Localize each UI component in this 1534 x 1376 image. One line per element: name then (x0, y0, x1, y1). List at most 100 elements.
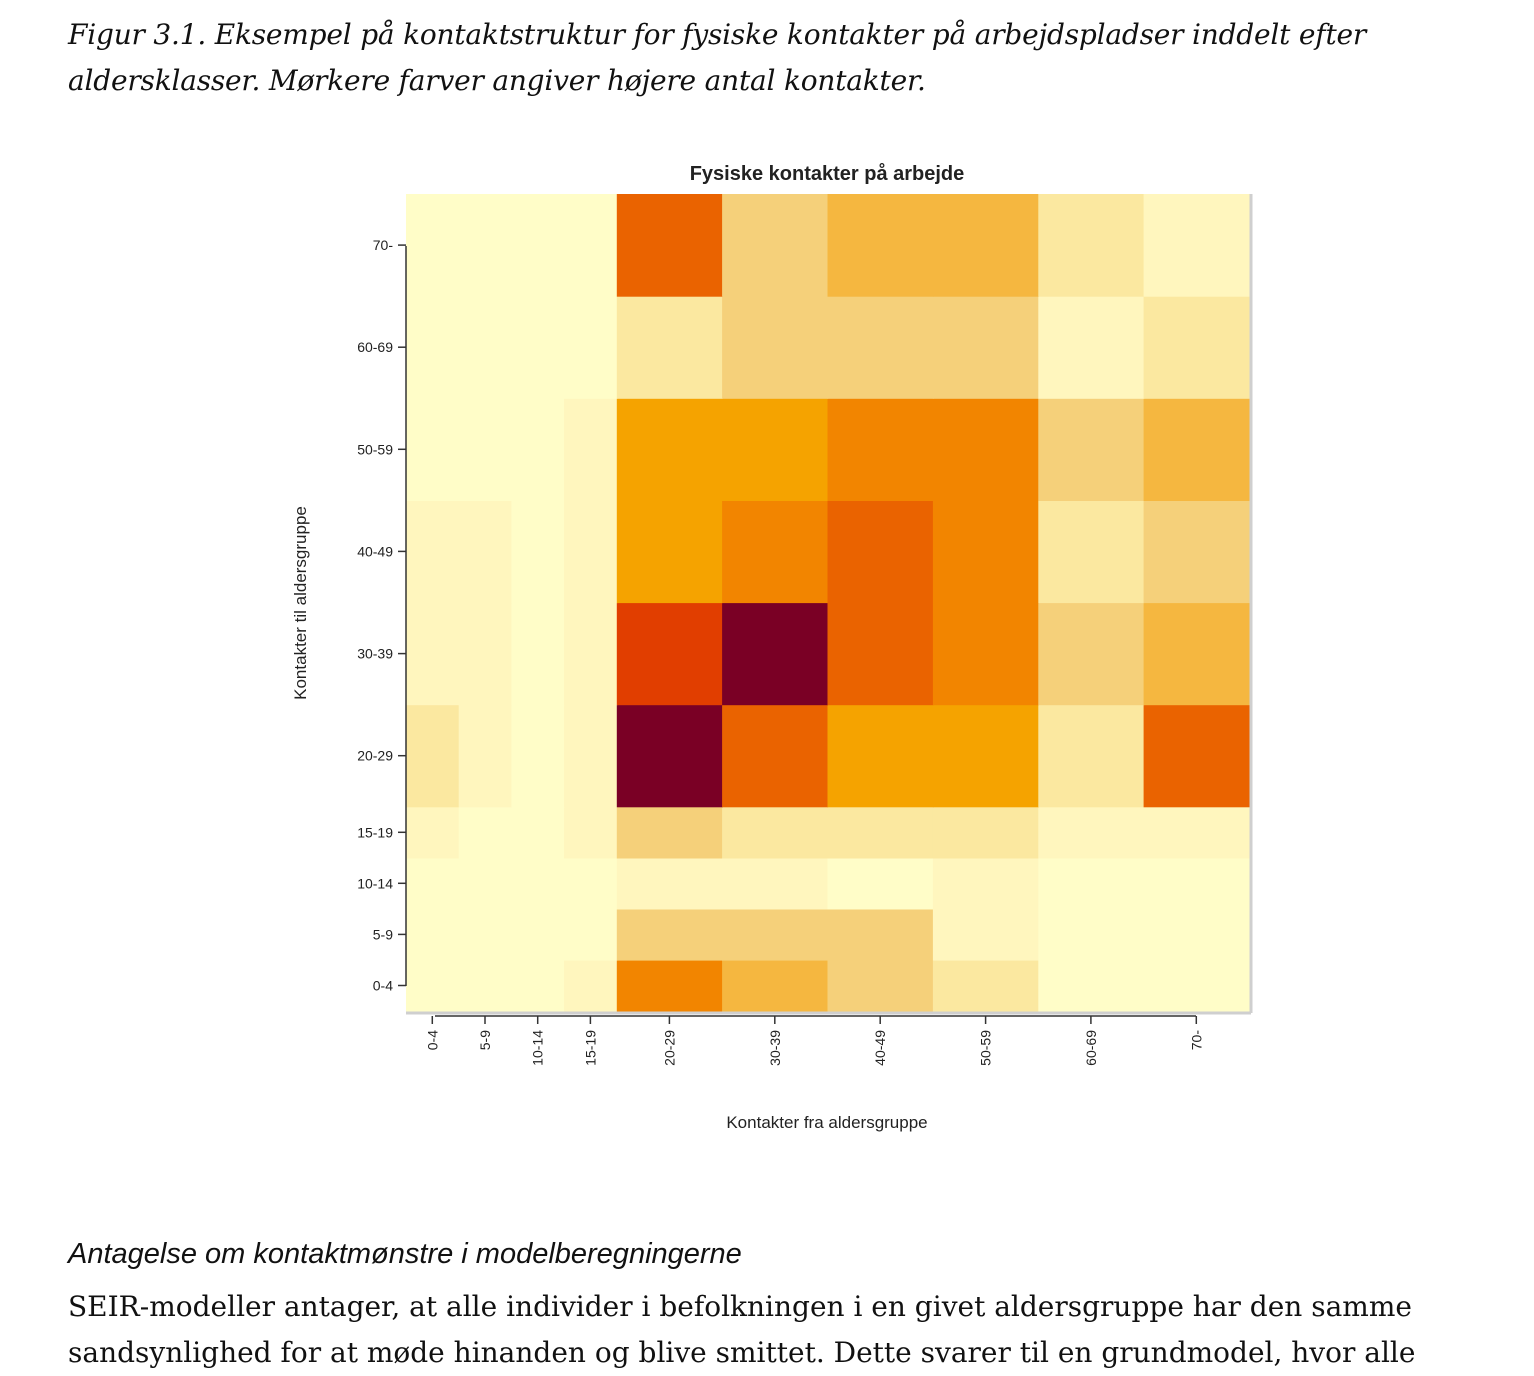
x-tick-label: 0-4 (424, 1030, 440, 1050)
heatmap-cell-15-19-60-69 (1038, 806, 1145, 859)
y-tick-label: 10-14 (357, 875, 393, 891)
heatmap-cell-20-29-30-39 (722, 704, 829, 808)
x-tick-label: 70- (1188, 1030, 1204, 1051)
heatmap-cell-40-49-15-19 (564, 500, 618, 604)
heatmap-cell-15-19-50-59 (932, 806, 1039, 859)
heatmap-cell-60-69-40-49 (827, 296, 934, 399)
heatmap-cell-60-69-0-4 (406, 296, 460, 399)
heatmap-cell-15-19-40-49 (827, 806, 934, 859)
x-tick-label: 15-19 (582, 1030, 598, 1066)
heatmap-cell-20-29-0-4 (406, 704, 460, 808)
x-tick-label: 10-14 (530, 1030, 546, 1066)
heatmap-cell-50-59-15-19 (564, 398, 618, 501)
heatmap-cell-15-19-15-19 (564, 806, 618, 859)
heatmap-cell-30-39-20-29 (616, 602, 723, 706)
heatmap-cell-30-39-70- (1143, 602, 1250, 706)
heatmap-cell-30-39-40-49 (827, 602, 934, 706)
x-axis-label: Kontakter fra aldersgruppe (726, 1113, 927, 1132)
y-tick-label: 30-39 (357, 646, 393, 662)
x-tick-label: 30-39 (767, 1030, 783, 1066)
heatmap-cell-5-9-10-14 (511, 908, 565, 961)
heatmap-cell-40-49-70- (1143, 500, 1250, 604)
heatmap-cell-30-39-0-4 (406, 602, 460, 706)
heatmap-cell-60-69-60-69 (1038, 296, 1145, 399)
y-tick-label: 5-9 (373, 926, 393, 942)
heatmap-cell-50-59-60-69 (1038, 398, 1145, 501)
heatmap-cell-15-19-0-4 (406, 806, 460, 859)
heatmap-cell-30-39-60-69 (1038, 602, 1145, 706)
heatmap-cell-60-69-10-14 (511, 296, 565, 399)
x-tick-label: 20-29 (661, 1030, 677, 1066)
heatmap-cell-40-49-30-39 (722, 500, 829, 604)
y-tick-label: 40-49 (357, 543, 393, 559)
heatmap-cell-30-39-5-9 (458, 602, 512, 706)
heatmap-cell-10-14-40-49 (827, 857, 934, 910)
heatmap-cell-70--10-14 (511, 194, 565, 297)
heatmap-cell-5-9-20-29 (616, 908, 723, 961)
heatmap-cell-5-9-40-49 (827, 908, 934, 961)
figure-caption: Figur 3.1. Eksempel på kontaktstruktur f… (68, 18, 1367, 97)
heatmap-cell-20-29-70- (1143, 704, 1250, 808)
heatmap-cell-70--70- (1143, 194, 1250, 297)
y-tick-label: 70- (373, 237, 394, 253)
body-paragraph-line-2: sandsynlighed for at møde hinanden og bl… (68, 1336, 1416, 1369)
heatmap-cell-70--40-49 (827, 194, 934, 297)
heatmap-cell-40-49-40-49 (827, 500, 934, 604)
heatmap-chart: Fysiske kontakter på arbejde 0-4 5-9 10-14… (291, 162, 1253, 1132)
heatmap-cell-10-14-70- (1143, 857, 1250, 910)
y-tick-label: 0-4 (373, 978, 393, 994)
heatmap-cell-50-59-70- (1143, 398, 1250, 501)
heatmap-cell-40-49-0-4 (406, 500, 460, 604)
heatmap-cell-50-59-0-4 (406, 398, 460, 501)
y-tick-label: 15-19 (357, 824, 393, 840)
heatmap-cell-20-29-60-69 (1038, 704, 1145, 808)
heatmap-cell-70--20-29 (616, 194, 723, 297)
heatmap-cell-30-39-15-19 (564, 602, 618, 706)
heatmap-cell-50-59-40-49 (827, 398, 934, 501)
heatmap-cell-5-9-15-19 (564, 908, 618, 961)
heatmap-cell-20-29-10-14 (511, 704, 565, 808)
heatmap-cell-0-4-0-4 (406, 959, 460, 1012)
heatmap-cell-10-14-15-19 (564, 857, 618, 910)
heatmap-cell-15-19-20-29 (616, 806, 723, 859)
heatmap-cell-0-4-60-69 (1038, 959, 1145, 1012)
heatmap-cell-0-4-10-14 (511, 959, 565, 1012)
heatmap-cell-40-49-10-14 (511, 500, 565, 604)
heatmap-cell-20-29-20-29 (616, 704, 723, 808)
heatmap-cell-50-59-10-14 (511, 398, 565, 501)
x-tick-label: 50-59 (978, 1030, 994, 1066)
heatmap-cell-10-14-50-59 (932, 857, 1039, 910)
heatmap-cell-0-4-40-49 (827, 959, 934, 1012)
heatmap-cell-70--60-69 (1038, 194, 1145, 297)
heatmap-cell-50-59-30-39 (722, 398, 829, 501)
heatmap-cell-60-69-5-9 (458, 296, 512, 399)
heatmap-cell-60-69-30-39 (722, 296, 829, 399)
heatmap-cell-40-49-60-69 (1038, 500, 1145, 604)
heatmap-cells (406, 194, 1250, 1012)
heatmap-cell-30-39-10-14 (511, 602, 565, 706)
chart-title: Fysiske kontakter på arbejde (690, 162, 965, 185)
heatmap-cell-15-19-5-9 (458, 806, 512, 859)
heatmap-cell-40-49-20-29 (616, 500, 723, 604)
heatmap-cell-0-4-50-59 (932, 959, 1039, 1012)
section-title: Antagelse om kontaktmønstre i modelbereg… (68, 1238, 742, 1270)
heatmap-cell-0-4-70- (1143, 959, 1250, 1012)
heatmap-cell-5-9-30-39 (722, 908, 829, 961)
heatmap-cell-5-9-60-69 (1038, 908, 1145, 961)
heatmap-cell-0-4-20-29 (616, 959, 723, 1012)
heatmap-cell-60-69-20-29 (616, 296, 723, 399)
y-tick-label: 50-59 (357, 441, 393, 457)
y-tick-label: 60-69 (357, 339, 393, 355)
y-axis: 0-4 5-9 10-14 15-19 20-29 30-39 40-49 50-59 60-6… (357, 237, 407, 994)
heatmap-cell-20-29-5-9 (458, 704, 512, 808)
heatmap-cell-50-59-50-59 (932, 398, 1039, 501)
heatmap-cell-40-49-50-59 (932, 500, 1039, 604)
heatmap-cell-10-14-30-39 (722, 857, 829, 910)
heatmap-cell-20-29-50-59 (932, 704, 1039, 808)
heatmap-cell-50-59-20-29 (616, 398, 723, 501)
heatmap-cell-15-19-30-39 (722, 806, 829, 859)
heatmap-cell-0-4-30-39 (722, 959, 829, 1012)
heatmap-cell-15-19-10-14 (511, 806, 565, 859)
heatmap-cell-10-14-5-9 (458, 857, 512, 910)
heatmap-cell-0-4-5-9 (458, 959, 512, 1012)
